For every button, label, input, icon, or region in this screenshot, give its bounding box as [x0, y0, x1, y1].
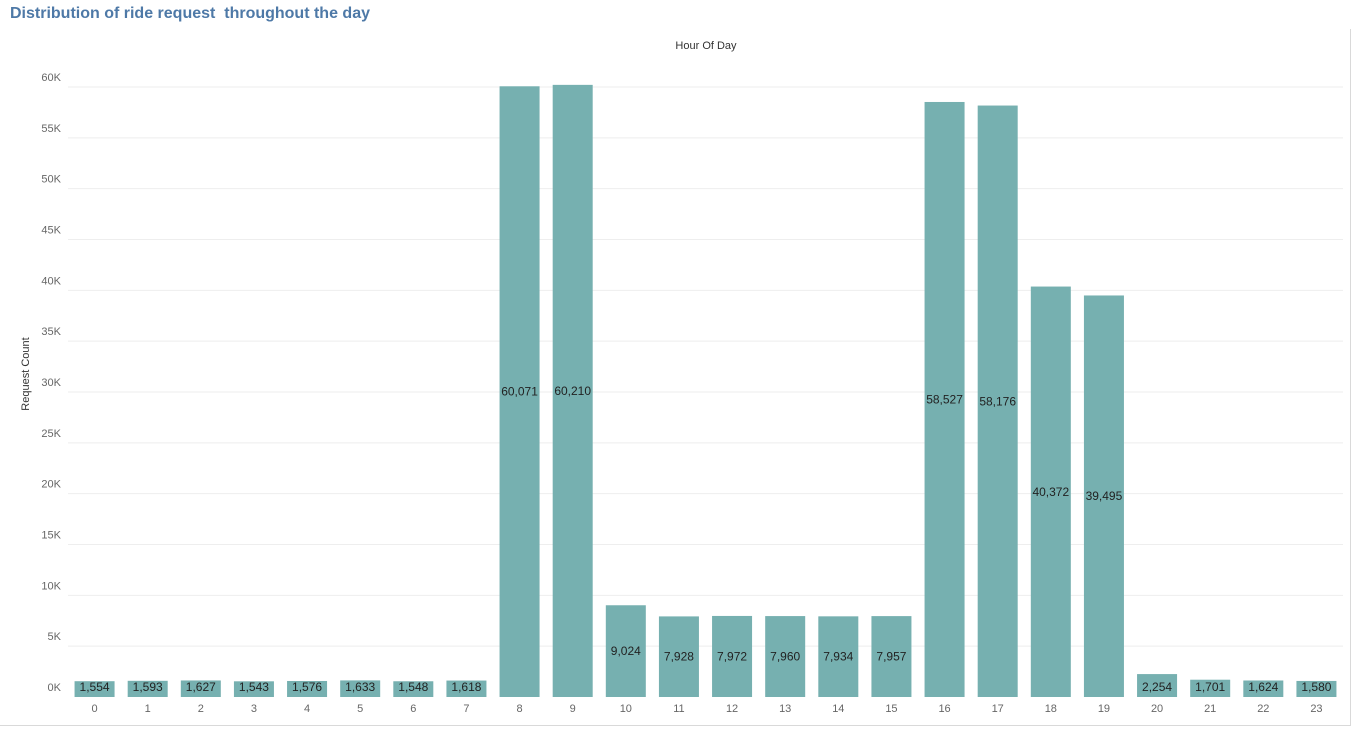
- bar-value-label: 60,210: [554, 384, 591, 398]
- bar-value-label: 9,024: [611, 644, 641, 658]
- bar: [233, 681, 274, 697]
- bar: [127, 680, 168, 697]
- x-tick-label: 22: [1257, 703, 1269, 715]
- bars: [74, 84, 1337, 698]
- y-tick-label: 35K: [41, 326, 61, 338]
- bar-value-label: 7,928: [664, 650, 694, 664]
- x-tick-label: 11: [673, 703, 684, 715]
- y-tick-label: 10K: [41, 580, 61, 592]
- y-tick-label: 15K: [41, 530, 61, 542]
- x-tick-label: 8: [517, 703, 523, 715]
- bar: [1296, 680, 1337, 697]
- x-tick-label: 4: [304, 703, 310, 715]
- bar: [1190, 679, 1231, 697]
- x-tick-label: 23: [1310, 703, 1322, 715]
- bar: [340, 680, 381, 697]
- y-tick-label: 20K: [41, 479, 61, 491]
- bar: [180, 680, 221, 697]
- bar: [1083, 295, 1124, 697]
- bar-value-label: 58,176: [979, 394, 1016, 408]
- bar: [499, 86, 540, 697]
- x-tick-label: 5: [357, 703, 363, 715]
- bar: [287, 680, 328, 697]
- bar-value-labels: 1,554 1,593 1,627 1,543 1,576 1,633 1,548 1,618…: [80, 384, 1332, 694]
- x-tick-label: 16: [938, 703, 950, 715]
- bar: [605, 605, 646, 697]
- bar-value-label: 7,972: [717, 649, 747, 663]
- x-tick-label: 6: [410, 703, 416, 715]
- bar-value-label: 2,254: [1142, 680, 1172, 694]
- y-tick-label: 45K: [41, 225, 61, 237]
- x-tick-label: 7: [463, 703, 469, 715]
- y-tick-label: 0K: [48, 682, 62, 694]
- x-tick-label: 3: [251, 703, 257, 715]
- x-tick-label: 12: [726, 703, 738, 715]
- x-tick-label: 19: [1098, 703, 1110, 715]
- bar-value-label: 7,960: [770, 650, 800, 664]
- x-tick-label: 14: [832, 703, 844, 715]
- x-tick-label: 21: [1204, 703, 1216, 715]
- bar: [712, 615, 753, 697]
- y-tick-label: 30K: [41, 377, 61, 389]
- x-tick-label: 0: [92, 703, 98, 715]
- bar-value-label: 1,580: [1301, 680, 1331, 694]
- bar: [765, 616, 806, 697]
- x-tick-label: 10: [620, 703, 632, 715]
- x-tick-label: 20: [1151, 703, 1163, 715]
- bar: [818, 616, 859, 697]
- bar-value-label: 7,934: [823, 650, 853, 664]
- bar-value-label: 1,576: [292, 680, 322, 694]
- bar: [871, 616, 912, 697]
- bar: [74, 681, 115, 697]
- x-tick-label: 17: [992, 703, 1004, 715]
- bar-value-label: 40,372: [1032, 485, 1069, 499]
- x-tick-label: 9: [570, 703, 576, 715]
- chart-title: Distribution of ride request throughout …: [10, 5, 370, 22]
- bar: [1243, 680, 1284, 697]
- bar-value-label: 1,554: [80, 680, 110, 694]
- bar: [393, 681, 434, 697]
- bar-value-label: 60,071: [501, 385, 538, 399]
- bar-value-label: 1,618: [451, 680, 481, 694]
- bar-value-label: 1,548: [398, 680, 428, 694]
- bar-value-label: 1,593: [133, 680, 163, 694]
- bar-value-label: 1,624: [1248, 680, 1278, 694]
- bar: [552, 84, 593, 698]
- bar-value-label: 1,701: [1195, 680, 1225, 694]
- y-tick-label: 25K: [41, 428, 61, 440]
- y-tick-label: 5K: [48, 631, 62, 643]
- bar: [924, 101, 965, 697]
- y-tick-label: 50K: [41, 174, 61, 186]
- x-tick-label: 18: [1045, 703, 1057, 715]
- bar: [977, 105, 1018, 697]
- y-tick-label: 60K: [41, 72, 61, 84]
- x-tick-label: 1: [145, 703, 151, 715]
- bar: [658, 616, 699, 697]
- bar-value-label: 1,627: [186, 680, 216, 694]
- y-tick-label: 55K: [41, 123, 61, 135]
- gridlines: [68, 86, 1343, 647]
- bar-value-label: 58,527: [926, 392, 963, 406]
- bar: [1030, 286, 1071, 697]
- bar: [446, 680, 487, 697]
- y-tick-label: 40K: [41, 275, 61, 287]
- x-axis-title: Hour Of Day: [675, 40, 737, 52]
- x-tick-label: 15: [885, 703, 897, 715]
- x-axis-ticks: 0 1 2 3 4 5 6 7 8 9 10 11 12 13 14 15 16 17 18 19 20 21 22 23: [92, 703, 1323, 715]
- y-axis-title: Request Count: [20, 337, 32, 410]
- bar: [1137, 674, 1178, 697]
- bar-value-label: 7,957: [876, 650, 906, 664]
- bar-value-label: 1,543: [239, 680, 269, 694]
- x-tick-label: 2: [198, 703, 204, 715]
- bar-value-label: 39,495: [1086, 489, 1123, 503]
- bar-value-label: 1,633: [345, 680, 375, 694]
- x-tick-label: 13: [779, 703, 791, 715]
- y-axis-ticks: 0K 5K 10K 15K 20K 25K 30K 35K 40K 45K 50K 55K 60K: [41, 72, 61, 694]
